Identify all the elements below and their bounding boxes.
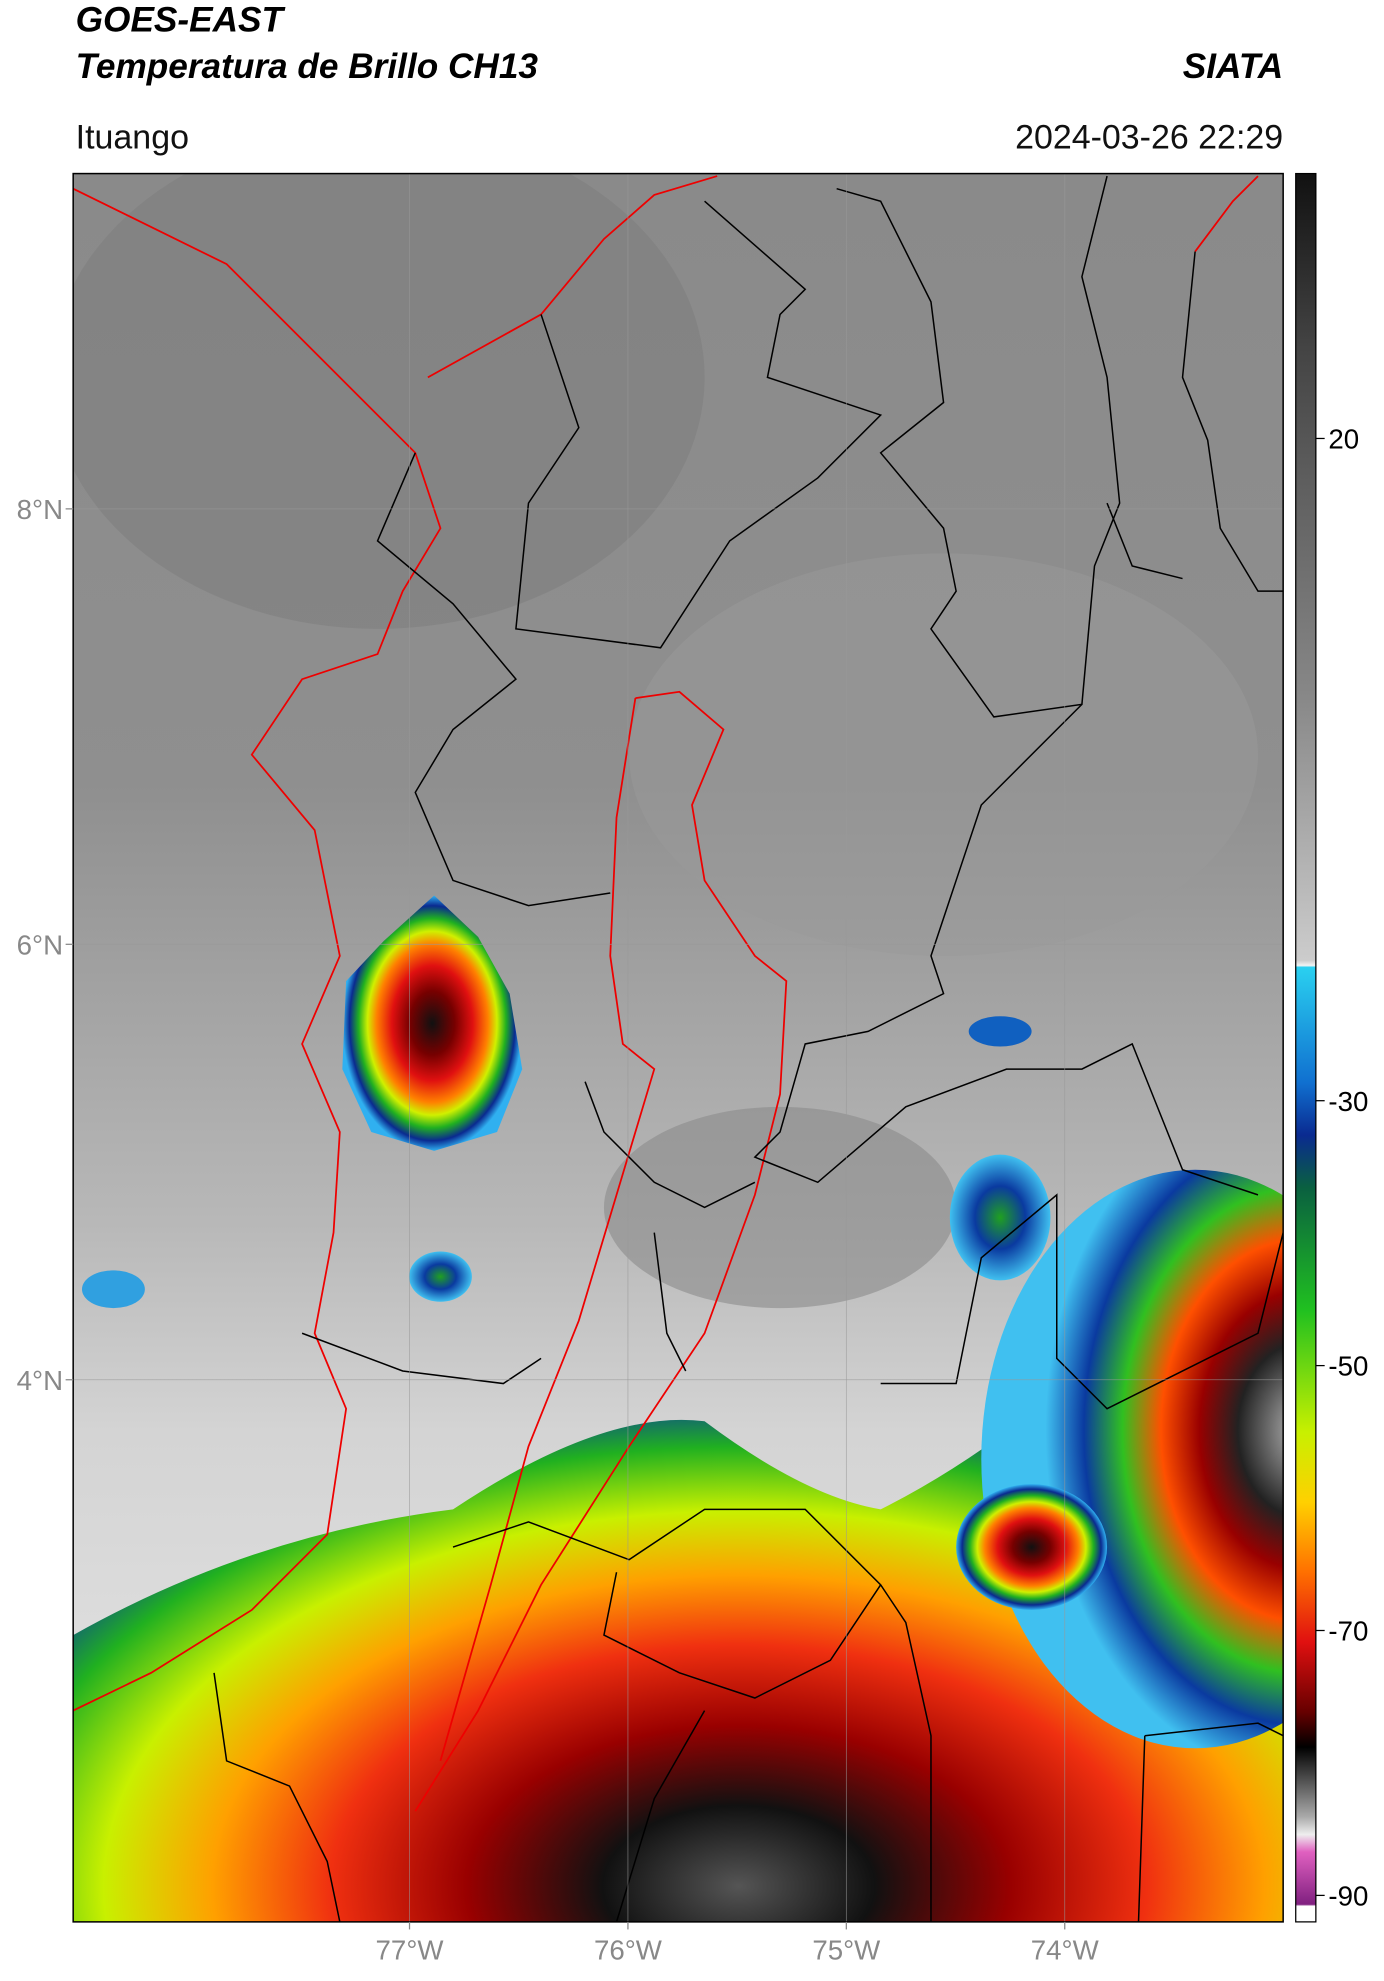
x-tick-label: 76°W xyxy=(594,1935,663,1966)
colorbar xyxy=(1295,172,1317,1923)
subtitle: Temperatura de Brillo CH13 xyxy=(76,47,539,86)
colorbar-ticks: 20 -30 -50 -70 -90 xyxy=(1315,424,1368,1911)
colorbar-tick-label: -90 xyxy=(1328,1880,1368,1911)
grid xyxy=(73,173,1284,1922)
source: SIATA xyxy=(1183,47,1283,86)
axis-ticks: 77°W 76°W 75°W 74°W 8°N 6°N 4°N xyxy=(17,494,1100,1966)
x-tick-label: 77°W xyxy=(376,1935,445,1966)
title: GOES-EAST xyxy=(76,0,286,39)
map-frame xyxy=(72,172,1284,1923)
colorbar-tick-label: -50 xyxy=(1328,1351,1368,1382)
satellite-image xyxy=(73,173,1284,1922)
y-tick-label: 6°N xyxy=(17,929,63,960)
y-tick-label: 8°N xyxy=(17,494,63,525)
x-tick-label: 75°W xyxy=(812,1935,881,1966)
colorbar-tick-label: 20 xyxy=(1328,424,1359,455)
location: Ituango xyxy=(76,118,189,156)
x-tick-label: 74°W xyxy=(1031,1935,1100,1966)
colorbar-tick-label: -70 xyxy=(1328,1616,1368,1647)
datetime: 2024-03-26 22:29 xyxy=(1015,118,1283,156)
colorbar-tick-label: -30 xyxy=(1328,1086,1368,1117)
y-tick-label: 4°N xyxy=(17,1365,63,1396)
borders xyxy=(73,175,1284,1922)
